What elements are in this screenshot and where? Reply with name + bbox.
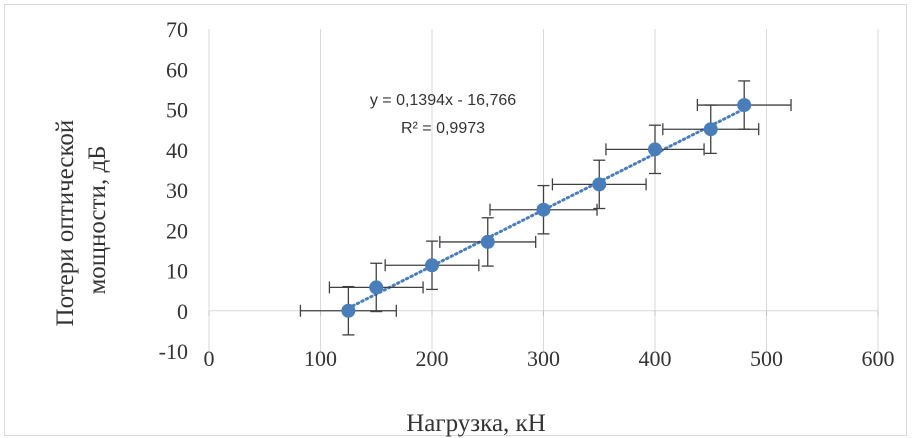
y-tick-label: 0 <box>177 299 188 324</box>
x-tick-label: 400 <box>639 346 672 371</box>
y-tick-label: 40 <box>166 138 188 163</box>
points-layer <box>341 98 752 318</box>
labels-layer: y = 0,1394x - 16,766 R² = 0,9973 Нагрузк… <box>52 17 895 437</box>
x-tick-label: 0 <box>204 346 215 371</box>
data-point <box>737 98 752 113</box>
chart-frame: y = 0,1394x - 16,766 R² = 0,9973 Нагрузк… <box>4 4 907 437</box>
x-tick-label: 500 <box>750 346 783 371</box>
trendline-equation: y = 0,1394x - 16,766 <box>370 92 516 109</box>
y-tick-label: 60 <box>166 57 188 82</box>
data-point <box>480 234 495 249</box>
data-point <box>369 280 384 295</box>
y-axis-title-line-1: Потери оптической <box>52 120 79 327</box>
x-tick-label: 600 <box>862 346 895 371</box>
y-tick-label: 50 <box>166 98 188 123</box>
y-axis-title: Потери оптической мощности, дБ <box>52 114 111 327</box>
x-tick-label: 200 <box>416 346 449 371</box>
y-tick-label: 20 <box>166 218 188 243</box>
x-axis-title: Нагрузка, кН <box>406 410 546 437</box>
y-axis-title-line-2: мощности, дБ <box>84 145 111 294</box>
data-point <box>341 303 356 318</box>
data-point <box>425 258 439 273</box>
x-tick-label: 100 <box>304 346 337 371</box>
data-point <box>536 202 551 217</box>
trendline-r-squared: R² = 0,9973 <box>401 120 485 137</box>
data-point <box>648 142 662 157</box>
y-tick-label: 10 <box>166 259 188 284</box>
data-point <box>703 122 718 137</box>
y-tick-label: -10 <box>159 339 188 364</box>
data-point <box>592 177 607 192</box>
x-tick-label: 300 <box>527 346 560 371</box>
y-tick-label: 70 <box>166 17 188 42</box>
chart-svg: y = 0,1394x - 16,766 R² = 0,9973 Нагрузк… <box>52 17 895 437</box>
y-tick-label: 30 <box>166 178 188 203</box>
